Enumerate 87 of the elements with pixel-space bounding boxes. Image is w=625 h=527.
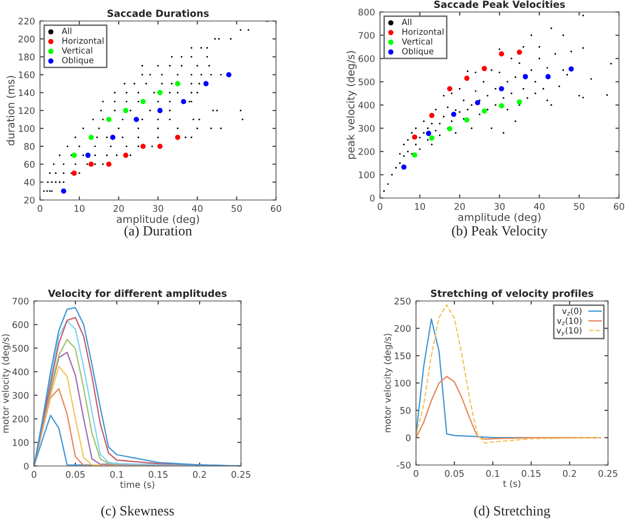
legend-label: Vertical <box>62 47 92 54</box>
x-tick-label: 0 <box>38 205 42 212</box>
x-tick-label: 60 <box>270 205 282 212</box>
y-tick-label: 200 <box>394 325 411 332</box>
y-tick-label: 700 <box>358 32 375 39</box>
x-tick-label: 0.1 <box>110 471 124 478</box>
x-tick-label: 0.1 <box>486 470 500 477</box>
y-tick-label: 400 <box>12 368 29 376</box>
y-tick-label: 0 <box>370 194 375 202</box>
x-tick-label: 0 <box>414 470 418 477</box>
y-tick-label: 600 <box>358 55 375 62</box>
y-tick-label: 220 <box>18 18 35 25</box>
y-axis-title: motor velocity (deg/s) <box>384 334 393 432</box>
legend-label: v$_{y}$(10) <box>556 327 582 336</box>
x-tick-label: 0.15 <box>522 470 540 477</box>
legend-label: All <box>402 18 412 25</box>
y-tick-label: 0 <box>24 462 29 470</box>
legend-label: Vertical <box>402 38 432 45</box>
y-tick-label: 180 <box>18 54 35 60</box>
y-tick-label: 80 <box>24 143 35 150</box>
legend-label: Horizontal <box>62 37 104 44</box>
x-tick-label: 50 <box>574 203 584 210</box>
x-tick-label: 10 <box>74 205 84 212</box>
y-tick-label: 120 <box>18 107 35 114</box>
y-tick-label: 150 <box>394 352 411 360</box>
y-tick-label: 20 <box>24 196 35 204</box>
x-tick-label: 60 <box>614 203 624 210</box>
y-tick-label: 100 <box>358 171 375 178</box>
y-tick-label: 250 <box>394 298 411 305</box>
text: (a) Duration <box>124 226 192 238</box>
y-tick-label: 160 <box>18 71 35 78</box>
legend-label: All <box>62 28 72 34</box>
x-axis-title: time (s) <box>120 480 154 490</box>
x-axis-title: amplitude (deg) <box>458 212 540 224</box>
legend-label: v$_{z}$(10) <box>557 317 582 326</box>
y-tick-label: 0 <box>406 434 411 442</box>
x-axis-title: t (s) <box>503 480 520 488</box>
y-tick-label: 140 <box>18 89 35 96</box>
y-tick-label: 100 <box>394 380 411 387</box>
x-tick-label: 30 <box>152 205 164 212</box>
x-tick-label: 0.05 <box>444 470 464 477</box>
x-axis-title: amplitude (deg) <box>116 214 199 226</box>
x-tick-label: 10 <box>415 203 425 210</box>
y-tick-label: 60 <box>24 160 35 168</box>
chart-title: Velocity for different amplitudes <box>48 289 227 299</box>
legend-label: v$_{z}$(0) <box>562 308 582 316</box>
y-tick-label: 500 <box>358 78 375 86</box>
x-tick-label: 40 <box>534 203 544 210</box>
y-axis-title: peak velocity (deg/s) <box>346 51 357 159</box>
x-tick-label: 0.05 <box>66 471 85 478</box>
legend-label: Oblique <box>62 56 94 65</box>
x-tick-label: 20 <box>454 203 465 210</box>
x-tick-label: 0.2 <box>193 471 206 478</box>
y-tick-label: 40 <box>24 178 35 186</box>
y-tick-label: 100 <box>18 125 35 132</box>
x-tick-label: 0.15 <box>148 471 168 478</box>
text: (c) Skewness <box>101 506 174 518</box>
y-axis-title: motor velocity (deg/s) <box>2 334 11 433</box>
y-tick-label: -50 <box>396 462 411 469</box>
legend-label: Horizontal <box>402 28 444 35</box>
y-tick-label: 800 <box>358 8 375 16</box>
y-tick-label: 400 <box>358 102 375 109</box>
x-tick-label: 0.2 <box>563 470 576 477</box>
y-tick-label: 500 <box>12 344 29 352</box>
y-tick-label: 300 <box>358 124 375 132</box>
y-tick-label: 200 <box>18 36 35 42</box>
x-tick-label: 0.25 <box>232 471 250 478</box>
y-axis-title: duration (ms) <box>6 76 16 146</box>
x-tick-label: 20 <box>114 205 124 212</box>
y-tick-label: 100 <box>12 439 29 446</box>
x-tick-label: 0 <box>378 203 382 210</box>
y-tick-label: 300 <box>12 392 29 399</box>
chart-title: Stretching of velocity profiles <box>431 289 594 299</box>
legend-label: Oblique <box>402 48 434 56</box>
y-tick-label: 700 <box>12 298 29 305</box>
chart-title: Saccade Durations <box>108 9 209 17</box>
x-tick-label: 30 <box>494 203 505 210</box>
y-tick-label: 200 <box>358 148 375 156</box>
y-tick-label: 50 <box>400 407 411 414</box>
x-tick-label: 40 <box>192 205 202 212</box>
text: (d) Stretching <box>474 506 550 518</box>
text: (b) Peak Velocity <box>452 226 548 238</box>
y-tick-label: 600 <box>12 321 29 328</box>
x-tick-label: 0.25 <box>598 470 618 477</box>
y-tick-label: 200 <box>12 416 29 422</box>
x-tick-label: 50 <box>232 205 242 212</box>
chart-title: Saccade Peak Velocities <box>434 0 565 8</box>
